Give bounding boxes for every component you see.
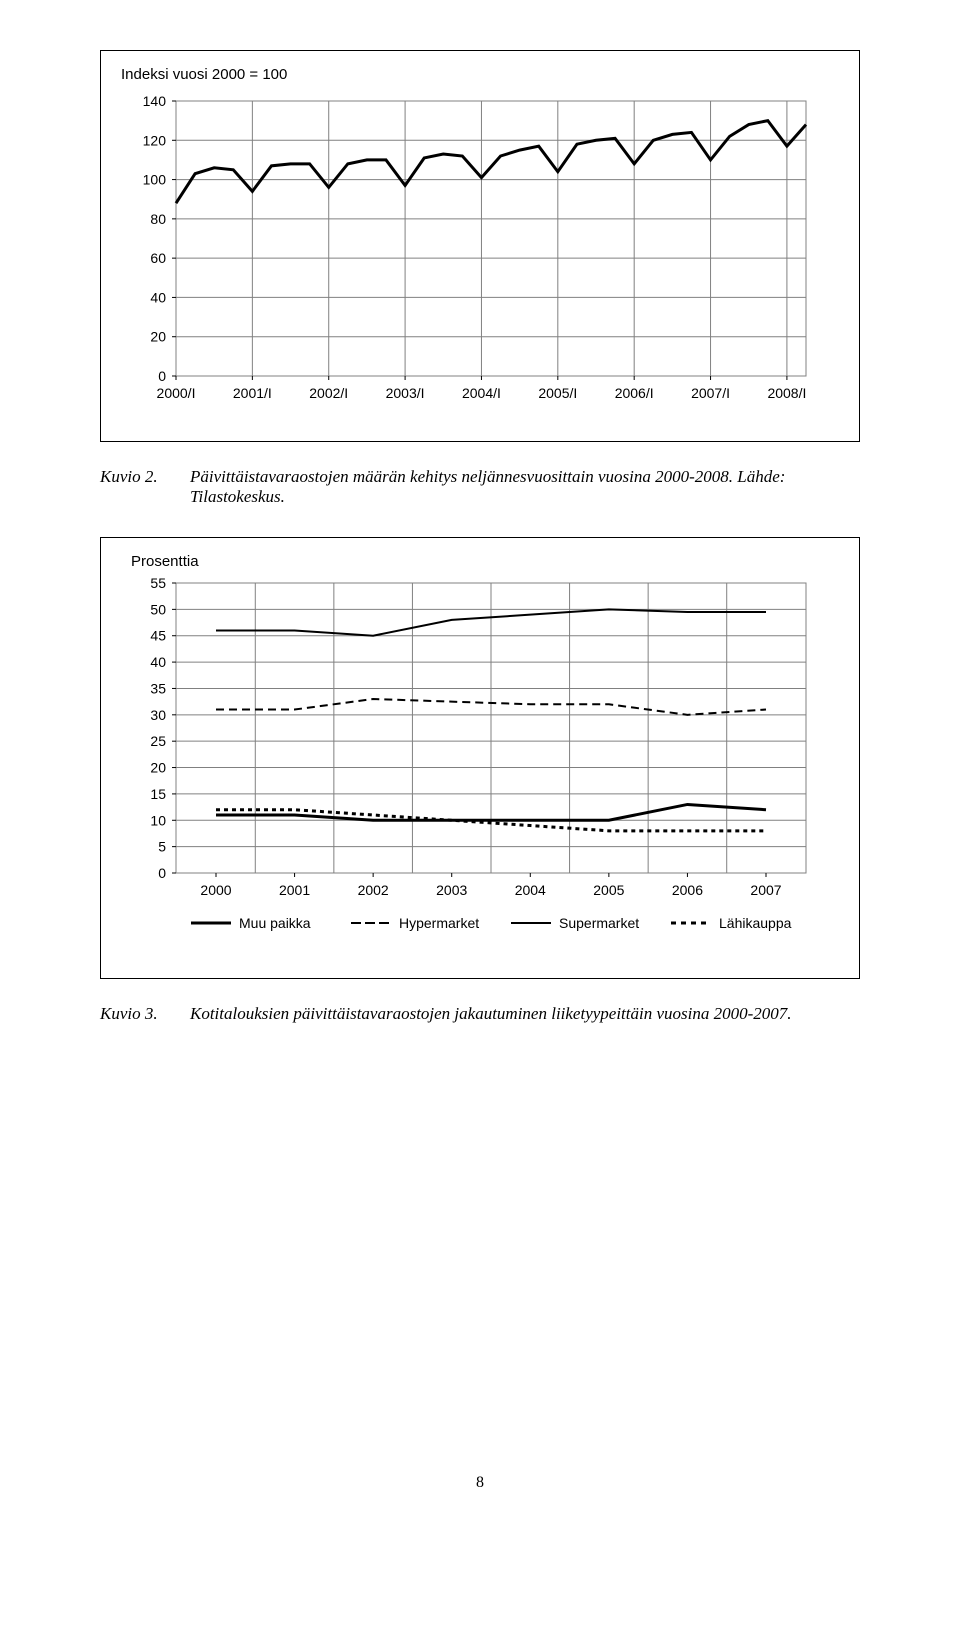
svg-text:45: 45	[150, 628, 166, 644]
svg-text:20: 20	[150, 329, 166, 345]
svg-text:20: 20	[150, 760, 166, 776]
svg-text:2005: 2005	[593, 882, 624, 898]
svg-text:60: 60	[150, 250, 166, 266]
svg-text:2002: 2002	[358, 882, 389, 898]
svg-text:2004/I: 2004/I	[462, 385, 501, 401]
svg-text:2007/I: 2007/I	[691, 385, 730, 401]
svg-text:Muu paikka: Muu paikka	[239, 915, 311, 931]
svg-text:100: 100	[143, 172, 167, 188]
svg-text:50: 50	[150, 601, 166, 617]
chart-1-title: Indeksi vuosi 2000 = 100	[121, 66, 839, 83]
svg-text:2003/I: 2003/I	[386, 385, 425, 401]
svg-text:2004: 2004	[515, 882, 546, 898]
page-number: 8	[100, 1474, 860, 1492]
svg-text:2001/I: 2001/I	[233, 385, 272, 401]
svg-text:55: 55	[150, 578, 166, 591]
caption-2: Kuvio 3. Kotitalouksien päivittäistavara…	[100, 1004, 860, 1024]
svg-text:2003: 2003	[436, 882, 467, 898]
svg-text:2000/I: 2000/I	[157, 385, 196, 401]
svg-text:30: 30	[150, 707, 166, 723]
caption-1-label: Kuvio 2.	[100, 467, 190, 507]
caption-1: Kuvio 2. Päivittäistavaraostojen määrän …	[100, 467, 860, 507]
svg-text:5: 5	[158, 839, 166, 855]
svg-text:40: 40	[150, 289, 166, 305]
blank-region	[100, 1054, 860, 1254]
svg-text:2000: 2000	[200, 882, 231, 898]
chart-2-svg: 0 5 10 15 20 25 30 35 40 45 50 55 2000 2001 2002 2003 20…	[121, 578, 821, 958]
svg-text:2008/I: 2008/I	[767, 385, 806, 401]
svg-text:Hypermarket: Hypermarket	[399, 915, 479, 931]
svg-text:2006: 2006	[672, 882, 703, 898]
svg-text:15: 15	[150, 786, 166, 802]
chart-1-frame: Indeksi vuosi 2000 = 100 0 20 40 60 80 100 120…	[100, 50, 860, 442]
svg-text:2001: 2001	[279, 882, 310, 898]
svg-text:80: 80	[150, 211, 166, 227]
svg-text:2002/I: 2002/I	[309, 385, 348, 401]
svg-text:Lähikauppa: Lähikauppa	[719, 915, 792, 931]
svg-text:10: 10	[150, 812, 166, 828]
svg-text:35: 35	[150, 680, 166, 696]
svg-text:25: 25	[150, 733, 166, 749]
svg-text:0: 0	[158, 865, 166, 881]
chart-2-frame: Prosenttia 0 5 10 15 20 25 30 35 40 45 50 55 2000 200…	[100, 537, 860, 979]
caption-2-text: Kotitalouksien päivittäistavaraostojen j…	[190, 1004, 860, 1024]
svg-text:0: 0	[158, 368, 166, 384]
svg-text:40: 40	[150, 654, 166, 670]
caption-2-label: Kuvio 3.	[100, 1004, 190, 1024]
svg-text:120: 120	[143, 132, 167, 148]
svg-text:2005/I: 2005/I	[538, 385, 577, 401]
caption-1-text: Päivittäistavaraostojen määrän kehitys n…	[190, 467, 860, 507]
svg-text:2007: 2007	[750, 882, 781, 898]
chart-1-svg: 0 20 40 60 80 100 120 140 2000/I 2001/I 2002/I 2003…	[121, 91, 821, 421]
svg-text:140: 140	[143, 93, 167, 109]
chart-2-title: Prosenttia	[121, 553, 839, 570]
svg-text:2006/I: 2006/I	[615, 385, 654, 401]
svg-text:Supermarket: Supermarket	[559, 915, 639, 931]
